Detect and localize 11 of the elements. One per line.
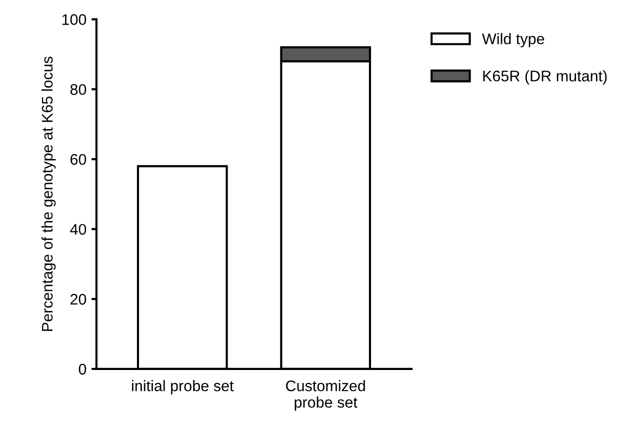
legend-label: K65R (DR mutant) [483,70,607,84]
x-tick-label: initial probe set [132,380,234,394]
y-tick-label: 0 [78,364,86,375]
y-tick-label: 100 [62,14,86,25]
y-axis-title: Percentage of the genotype at K65 locus [41,56,56,331]
y-tick-label: 40 [70,224,86,235]
y-tick-label: 60 [70,154,86,165]
y-tick-label: 20 [70,294,86,305]
x-tick-label: Customized probe set [286,380,365,411]
legend-label: Wild type [482,33,544,48]
y-tick-label: 80 [70,84,86,95]
